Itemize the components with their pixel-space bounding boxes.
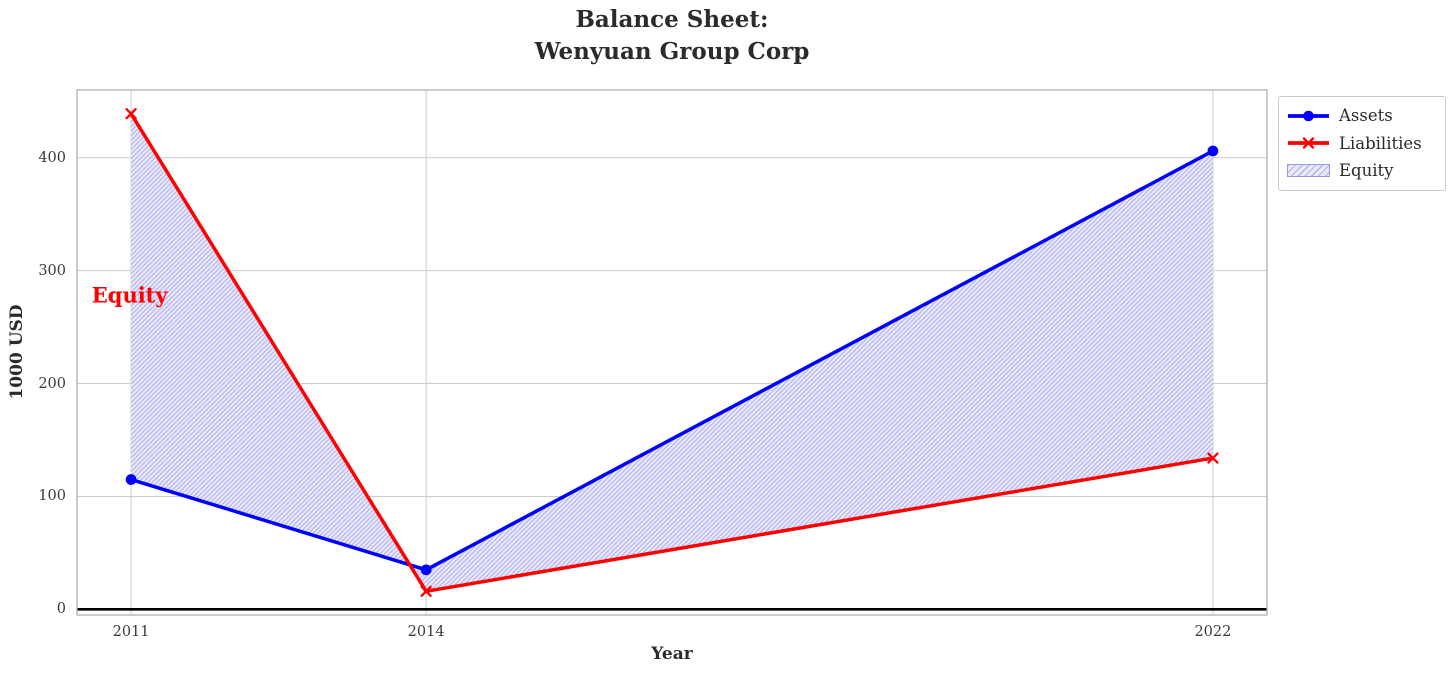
chart-title-line2: Wenyuan Group Corp (534, 38, 810, 65)
x-tick-label: 2022 (1194, 624, 1232, 640)
legend-item-liabilities: Liabilities (1287, 130, 1437, 158)
legend-item-equity: Equity (1287, 157, 1437, 185)
liabilities-legend-sample (1288, 137, 1329, 149)
liabilities-marker (420, 585, 432, 597)
liabilities-marker (1207, 452, 1219, 464)
plot-border (76, 89, 1268, 616)
equity-annotation: Equity (91, 282, 168, 308)
legend-label-equity: Equity (1339, 161, 1394, 181)
assets-legend-sample (1288, 110, 1329, 122)
assets-marker (420, 564, 432, 576)
x-tick-label: 2014 (407, 624, 445, 640)
chart-title-line1: Balance Sheet: (575, 6, 769, 33)
y-tick-label: 400 (38, 149, 66, 166)
y-tick-label: 0 (56, 601, 66, 618)
y-tick-label: 100 (38, 488, 66, 505)
x-tick-label: 2011 (112, 624, 150, 640)
assets-line-circle-icon (1287, 108, 1330, 124)
legend-item-assets: Assets (1287, 102, 1437, 130)
y-tick-label: 200 (38, 375, 66, 392)
legend-label-assets: Assets (1339, 106, 1393, 126)
x-axis-label: Year (651, 644, 693, 664)
legend-label-liabilities: Liabilities (1339, 133, 1422, 153)
equity-hatch-patch-icon (1287, 163, 1330, 179)
equity-fill-area (131, 113, 1213, 592)
equity-hatch-sample (1287, 164, 1330, 178)
y-axis-label: 1000 USD (7, 304, 27, 400)
assets-marker (125, 474, 137, 485)
liabilities-marker (125, 108, 137, 120)
assets-marker (1207, 145, 1219, 157)
y-tick-label: 300 (38, 262, 66, 279)
legend: Assets Liabilities Equity (1278, 96, 1446, 191)
liabilities-line-x-icon (1287, 135, 1330, 151)
chart-title: Balance Sheet: Wenyuan Group Corp (77, 4, 1267, 68)
